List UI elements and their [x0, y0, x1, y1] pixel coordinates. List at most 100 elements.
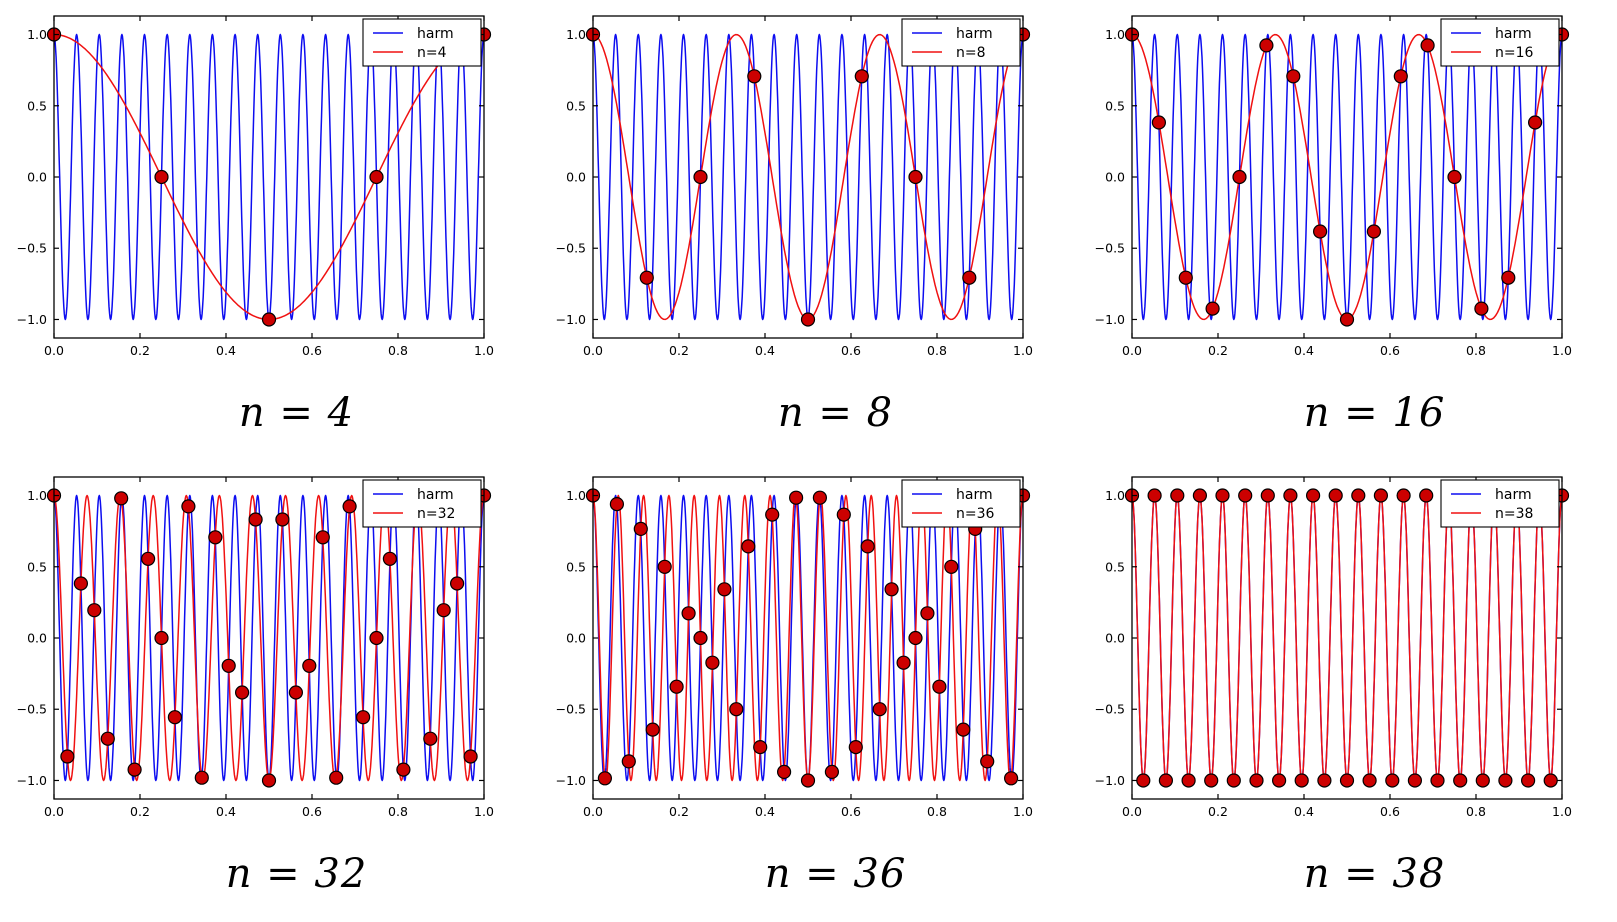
y-tick-label: 1.0	[27, 27, 47, 42]
sample-dot	[1373, 488, 1388, 503]
legend: harm n=8	[901, 18, 1021, 67]
sample-dot	[884, 582, 899, 597]
sample-dot	[315, 530, 330, 545]
sample-dot	[1393, 69, 1408, 84]
legend-harm-label: harm	[1495, 487, 1532, 503]
sample-dot	[1181, 773, 1196, 788]
x-tick-label: 0.0	[44, 804, 64, 819]
x-tick-label: 0.4	[1294, 343, 1314, 358]
sample-dot	[208, 530, 223, 545]
sample-dot	[1249, 773, 1264, 788]
sample-dot	[1501, 270, 1516, 285]
sample-dot	[962, 270, 977, 285]
plot-background	[1132, 477, 1562, 799]
sample-dot	[1366, 224, 1381, 239]
x-tick-label: 0.0	[1122, 804, 1142, 819]
x-tick-label: 1.0	[474, 804, 494, 819]
sample-dot	[1192, 488, 1208, 503]
sample-dot	[1396, 488, 1411, 503]
legend-alias-label: n=8	[956, 45, 986, 61]
sample-dot	[1158, 773, 1174, 788]
sample-dot	[1004, 771, 1019, 786]
sample-dot	[1420, 38, 1435, 53]
y-tick-label: 0.5	[27, 98, 47, 113]
subplot-caption: n = 32	[225, 851, 368, 897]
sample-dot	[1362, 773, 1377, 788]
sample-dot	[221, 658, 236, 673]
legend: harm n=38	[1440, 479, 1560, 528]
legend-harm-label: harm	[956, 487, 993, 503]
plot-background	[593, 477, 1023, 799]
sample-dot	[1238, 488, 1253, 503]
legend: harm n=16	[1440, 18, 1560, 67]
sample-dot	[1339, 773, 1355, 788]
sample-dot	[693, 169, 708, 185]
legend: harm n=32	[362, 479, 482, 528]
y-tick-label: 1.0	[1105, 488, 1125, 503]
sample-dot	[705, 655, 720, 670]
sample-dot	[1317, 773, 1332, 788]
legend-box	[362, 479, 482, 528]
y-tick-label: 1.0	[566, 27, 586, 42]
y-tick-label: 0.5	[566, 559, 586, 574]
sample-dot	[1226, 773, 1241, 788]
plot-svg-n16: 0.0 0.2 0.4 0.6 0.8 1.0 −1.0 −0.5 0.0 0.5 1.0 harm n…	[1095, 15, 1572, 358]
sample-dot	[342, 499, 357, 514]
y-tick-label: 1.0	[566, 488, 586, 503]
sample-dot	[1521, 773, 1536, 788]
subplot-cell-n8: 0.0 0.2 0.4 0.6 0.8 1.0 −1.0 −0.5 0.0 0.5 1.0 harm n…	[539, 0, 1078, 461]
subplot-cell-n4: 0.0 0.2 0.4 0.6 0.8 1.0 −1.0 −0.5 0.0 0.5 1.0 harm n…	[0, 0, 539, 461]
sample-dot	[753, 740, 768, 755]
sample-dot	[669, 679, 684, 694]
sample-dot	[908, 169, 923, 185]
sample-dot	[1385, 773, 1400, 788]
sample-dot	[194, 770, 209, 785]
sample-dot	[1294, 773, 1309, 788]
x-tick-label: 0.8	[1466, 804, 1486, 819]
y-tick-label: −1.0	[1095, 312, 1125, 327]
sample-dot	[1306, 488, 1321, 503]
sample-dot	[777, 764, 792, 779]
plot-background	[593, 16, 1023, 338]
x-tick-label: 1.0	[1552, 343, 1572, 358]
y-tick-label: 0.0	[566, 170, 586, 185]
x-tick-label: 0.8	[1466, 343, 1486, 358]
sample-dot	[597, 771, 613, 786]
legend-box	[901, 479, 1021, 528]
x-tick-label: 0.6	[1380, 343, 1400, 358]
sample-dot	[167, 710, 182, 725]
y-tick-label: 0.5	[27, 559, 47, 574]
x-tick-label: 1.0	[1013, 343, 1033, 358]
sample-dot	[1498, 773, 1513, 788]
sample-dot	[1283, 488, 1298, 503]
sample-dot	[908, 630, 923, 646]
plot-svg-n32: 0.0 0.2 0.4 0.6 0.8 1.0 −1.0 −0.5 0.0 0.5 1.0 harm n…	[17, 476, 494, 819]
sample-dot	[1453, 773, 1468, 788]
x-tick-label: 0.6	[1380, 804, 1400, 819]
sample-dot	[154, 169, 169, 185]
x-tick-label: 1.0	[1013, 804, 1033, 819]
subplot-cell-n16: 0.0 0.2 0.4 0.6 0.8 1.0 −1.0 −0.5 0.0 0.5 1.0 harm n…	[1078, 0, 1617, 461]
x-tick-label: 1.0	[1552, 804, 1572, 819]
x-tick-label: 0.2	[669, 343, 689, 358]
sample-dot	[1204, 773, 1219, 788]
sample-dot	[609, 496, 625, 512]
sample-dot	[896, 655, 911, 670]
y-tick-label: −1.0	[17, 312, 47, 327]
x-tick-label: 0.8	[388, 804, 408, 819]
x-tick-label: 0.4	[755, 804, 775, 819]
y-tick-label: 0.0	[27, 170, 47, 185]
sample-dot	[633, 521, 648, 537]
sample-dot	[369, 630, 384, 646]
sample-dot	[621, 754, 636, 769]
x-tick-label: 0.4	[1294, 804, 1314, 819]
sample-dot	[248, 512, 263, 527]
y-tick-label: 0.5	[566, 98, 586, 113]
legend-box	[1440, 18, 1560, 67]
sample-dot	[848, 740, 863, 755]
sample-dot	[860, 539, 875, 554]
sample-dot	[681, 606, 696, 621]
sample-dot	[1528, 115, 1543, 130]
sample-dot	[836, 507, 851, 522]
y-tick-label: 0.5	[1105, 559, 1125, 574]
